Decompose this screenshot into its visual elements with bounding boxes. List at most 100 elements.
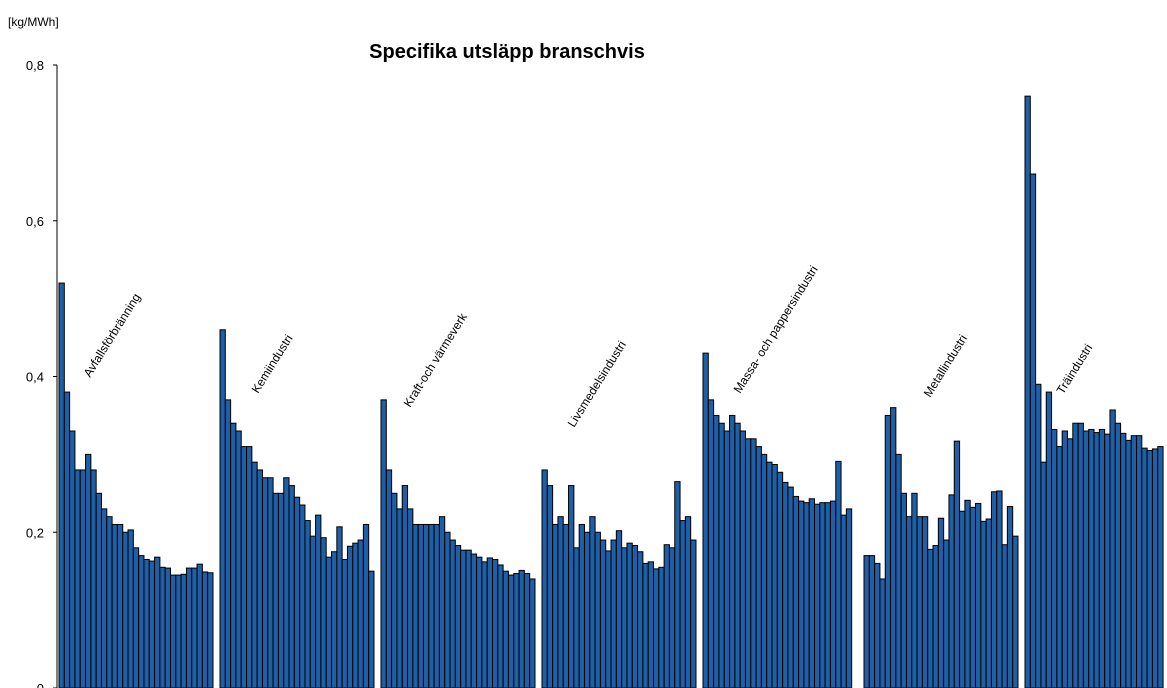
bar <box>900 492 907 688</box>
bar <box>256 469 263 688</box>
bar <box>578 523 585 688</box>
bar <box>990 491 998 688</box>
bar <box>518 569 525 688</box>
bar <box>132 547 140 688</box>
bar <box>1136 435 1143 688</box>
bar <box>1114 422 1122 688</box>
bar <box>63 391 71 688</box>
group-label: Massa- och pappersindustri <box>731 263 821 395</box>
bar <box>744 438 752 688</box>
bar <box>288 485 295 688</box>
group-label: Kraft-och värmeverk <box>401 310 471 410</box>
bar <box>969 506 977 688</box>
bar <box>734 422 741 688</box>
group-label: Avfallsförbränning <box>81 291 144 380</box>
bar <box>1125 439 1132 688</box>
bar <box>776 471 784 688</box>
bar <box>148 560 156 688</box>
bar <box>552 523 559 688</box>
bar <box>261 477 269 688</box>
bar <box>583 531 591 688</box>
bar <box>513 573 520 688</box>
bar <box>546 485 554 688</box>
bar <box>74 469 81 688</box>
bar <box>798 500 805 688</box>
bar <box>486 557 494 688</box>
bar <box>690 539 697 688</box>
bar <box>964 499 971 688</box>
bar <box>1120 432 1127 688</box>
bar <box>159 566 166 688</box>
bar <box>1012 535 1019 688</box>
bar <box>481 561 488 688</box>
bar <box>835 460 842 688</box>
bar <box>529 578 536 688</box>
bar <box>771 463 778 688</box>
bar <box>277 492 285 688</box>
bar <box>674 481 681 688</box>
bar <box>428 523 435 688</box>
y-tick-label: 0,6 <box>26 214 44 229</box>
bar <box>207 572 214 688</box>
bar <box>1130 435 1138 688</box>
bar <box>884 414 892 688</box>
bar <box>219 329 226 688</box>
bar <box>713 414 720 688</box>
bar <box>808 498 816 688</box>
bar <box>368 570 375 688</box>
bar <box>610 539 617 688</box>
y-tick-label: 0,8 <box>26 58 44 73</box>
bar <box>1045 391 1053 688</box>
bar <box>417 523 424 688</box>
bar <box>100 508 108 688</box>
bar <box>1006 506 1014 688</box>
bar <box>594 531 601 688</box>
bar <box>138 555 145 688</box>
bar <box>224 399 232 688</box>
bar <box>975 502 982 688</box>
bar <box>201 571 209 688</box>
bar <box>1146 449 1153 688</box>
bar <box>422 523 430 688</box>
bar <box>615 530 623 688</box>
bar <box>631 544 639 688</box>
bar <box>766 461 773 688</box>
bar <box>557 516 564 688</box>
bar <box>996 490 1003 688</box>
bar <box>154 556 161 688</box>
bar <box>819 502 826 688</box>
bar <box>272 492 279 688</box>
bar <box>122 531 129 688</box>
bar <box>927 548 934 688</box>
bar <box>433 523 440 688</box>
bar <box>304 520 311 688</box>
bar <box>523 573 531 688</box>
bar <box>1088 428 1095 688</box>
bar <box>1104 433 1111 688</box>
bar <box>283 477 290 688</box>
bar <box>69 430 76 688</box>
bar <box>729 414 736 688</box>
bar <box>1029 173 1037 688</box>
bar <box>959 510 966 688</box>
bar <box>845 508 853 688</box>
bar <box>1001 544 1008 688</box>
bar <box>985 518 992 688</box>
bar <box>1077 422 1084 688</box>
chart-title: Specifika utsläpp branschvis <box>369 41 645 63</box>
bar <box>1098 428 1106 688</box>
group-label: Metallindustri <box>921 332 970 399</box>
bar <box>470 553 478 688</box>
bar <box>507 574 515 688</box>
bar <box>980 520 987 688</box>
bar <box>454 544 462 688</box>
bar <box>787 486 794 688</box>
bar <box>362 523 370 688</box>
bar <box>718 422 725 688</box>
bar <box>948 494 955 688</box>
bar <box>315 514 322 688</box>
bar <box>739 430 746 688</box>
bar <box>230 422 237 688</box>
bar <box>1066 438 1074 688</box>
